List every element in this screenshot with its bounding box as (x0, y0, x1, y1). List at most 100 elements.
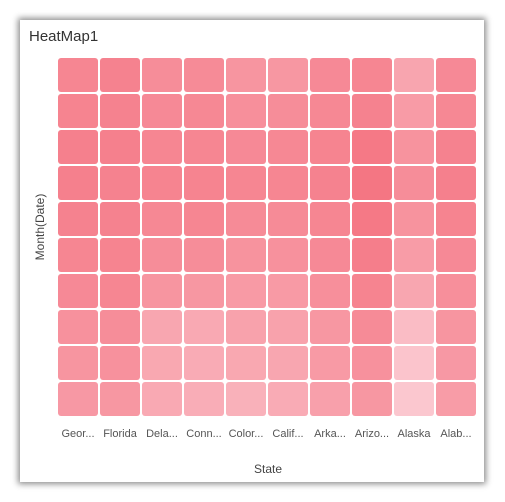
heatmap-cell[interactable] (142, 274, 182, 308)
heatmap-cell[interactable] (310, 346, 350, 380)
heatmap-cell[interactable] (226, 238, 266, 272)
heatmap-cell[interactable] (436, 58, 476, 92)
heatmap-cell[interactable] (352, 166, 392, 200)
heatmap-cell[interactable] (226, 382, 266, 416)
heatmap-cell[interactable] (226, 202, 266, 236)
heatmap-cell[interactable] (142, 94, 182, 128)
heatmap-cell[interactable] (394, 346, 434, 380)
heatmap-cell[interactable] (184, 274, 224, 308)
heatmap-cell[interactable] (310, 202, 350, 236)
heatmap-cell[interactable] (142, 202, 182, 236)
heatmap-cell[interactable] (226, 130, 266, 164)
heatmap-cell[interactable] (58, 238, 98, 272)
heatmap-cell[interactable] (436, 202, 476, 236)
heatmap-cell[interactable] (184, 130, 224, 164)
heatmap-cell[interactable] (352, 58, 392, 92)
heatmap-cell[interactable] (184, 202, 224, 236)
heatmap-cell[interactable] (58, 94, 98, 128)
heatmap-cell[interactable] (184, 94, 224, 128)
heatmap-cell[interactable] (394, 382, 434, 416)
heatmap-cell[interactable] (352, 94, 392, 128)
heatmap-cell[interactable] (268, 202, 308, 236)
heatmap-cell[interactable] (268, 130, 308, 164)
heatmap-cell[interactable] (268, 310, 308, 344)
heatmap-cell[interactable] (100, 202, 140, 236)
heatmap-cell[interactable] (436, 94, 476, 128)
heatmap-cell[interactable] (142, 238, 182, 272)
heatmap-cell[interactable] (142, 58, 182, 92)
heatmap-cell[interactable] (142, 382, 182, 416)
heatmap-cell[interactable] (226, 274, 266, 308)
heatmap-cell[interactable] (100, 94, 140, 128)
heatmap-cell[interactable] (394, 202, 434, 236)
heatmap-cell[interactable] (100, 310, 140, 344)
heatmap-cell[interactable] (58, 166, 98, 200)
heatmap-cell[interactable] (268, 346, 308, 380)
heatmap-cell[interactable] (226, 166, 266, 200)
heatmap-cell[interactable] (436, 346, 476, 380)
heatmap-cell[interactable] (100, 166, 140, 200)
heatmap-cell[interactable] (100, 274, 140, 308)
heatmap-cell[interactable] (394, 94, 434, 128)
heatmap-cell[interactable] (268, 166, 308, 200)
heatmap-cell[interactable] (100, 346, 140, 380)
heatmap-cell[interactable] (184, 346, 224, 380)
heatmap-cell[interactable] (310, 130, 350, 164)
heatmap-cell[interactable] (394, 238, 434, 272)
heatmap-cell[interactable] (268, 274, 308, 308)
heatmap-cell[interactable] (100, 238, 140, 272)
heatmap-cell[interactable] (184, 310, 224, 344)
heatmap-cell[interactable] (142, 310, 182, 344)
heatmap-cell[interactable] (436, 310, 476, 344)
heatmap-cell[interactable] (352, 382, 392, 416)
heatmap-cell[interactable] (436, 274, 476, 308)
heatmap-cell[interactable] (394, 310, 434, 344)
heatmap-cell[interactable] (352, 202, 392, 236)
heatmap-cell[interactable] (394, 274, 434, 308)
heatmap-cell[interactable] (58, 310, 98, 344)
heatmap-cell[interactable] (58, 58, 98, 92)
heatmap-cell[interactable] (226, 94, 266, 128)
heatmap-cell[interactable] (184, 166, 224, 200)
heatmap-cell[interactable] (142, 346, 182, 380)
heatmap-cell[interactable] (226, 58, 266, 92)
heatmap-cell[interactable] (142, 130, 182, 164)
heatmap-cell[interactable] (352, 310, 392, 344)
heatmap-cell[interactable] (100, 58, 140, 92)
heatmap-cell[interactable] (394, 130, 434, 164)
heatmap-cell[interactable] (310, 238, 350, 272)
heatmap-cell[interactable] (58, 346, 98, 380)
heatmap-cell[interactable] (268, 238, 308, 272)
heatmap-cell[interactable] (226, 346, 266, 380)
heatmap-cell[interactable] (226, 310, 266, 344)
heatmap-cell[interactable] (436, 238, 476, 272)
heatmap-cell[interactable] (352, 346, 392, 380)
heatmap-cell[interactable] (100, 130, 140, 164)
heatmap-cell[interactable] (58, 202, 98, 236)
heatmap-cell[interactable] (310, 58, 350, 92)
heatmap-cell[interactable] (310, 382, 350, 416)
heatmap-cell[interactable] (394, 166, 434, 200)
heatmap-cell[interactable] (58, 274, 98, 308)
heatmap-cell[interactable] (184, 238, 224, 272)
heatmap-cell[interactable] (184, 382, 224, 416)
heatmap-cell[interactable] (100, 382, 140, 416)
heatmap-cell[interactable] (352, 130, 392, 164)
heatmap-cell[interactable] (352, 274, 392, 308)
heatmap-cell[interactable] (184, 58, 224, 92)
heatmap-cell[interactable] (310, 274, 350, 308)
heatmap-cell[interactable] (58, 382, 98, 416)
heatmap-cell[interactable] (268, 58, 308, 92)
heatmap-cell[interactable] (394, 58, 434, 92)
heatmap-cell[interactable] (268, 94, 308, 128)
heatmap-cell[interactable] (310, 310, 350, 344)
heatmap-cell[interactable] (436, 166, 476, 200)
heatmap-cell[interactable] (352, 238, 392, 272)
heatmap-cell[interactable] (142, 166, 182, 200)
heatmap-cell[interactable] (268, 382, 308, 416)
heatmap-cell[interactable] (58, 130, 98, 164)
heatmap-cell[interactable] (436, 130, 476, 164)
heatmap-cell[interactable] (310, 166, 350, 200)
heatmap-cell[interactable] (310, 94, 350, 128)
heatmap-cell[interactable] (436, 382, 476, 416)
